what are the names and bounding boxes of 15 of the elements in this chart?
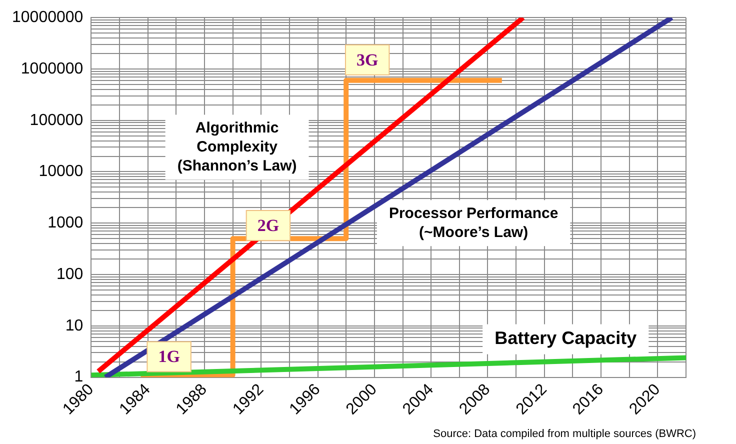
annotation: 1G <box>158 347 180 366</box>
series-label: Battery Capacity <box>494 328 637 348</box>
series-label: Processor Performance (~Moore’s Law) <box>388 204 558 241</box>
annotation: 3G <box>356 50 378 70</box>
y-tick-label: 10000000 <box>12 9 84 26</box>
annotation: 2G <box>257 216 280 235</box>
source-note: Source: Data compiled from multiple sources (BWRC) <box>433 428 696 440</box>
y-tick-label: 1000 <box>48 214 84 232</box>
y-tick-label: 1000000 <box>20 60 84 78</box>
y-tick-label: 10 <box>65 317 84 334</box>
y-tick-label: 1 <box>74 368 84 386</box>
y-tick-label: 10000 <box>38 163 84 180</box>
y-tick-label: 100000 <box>30 112 84 129</box>
series-label: Algorithmic Complexity (Shannon’s Law) <box>177 119 297 174</box>
y-tick-label: 100 <box>56 266 84 283</box>
